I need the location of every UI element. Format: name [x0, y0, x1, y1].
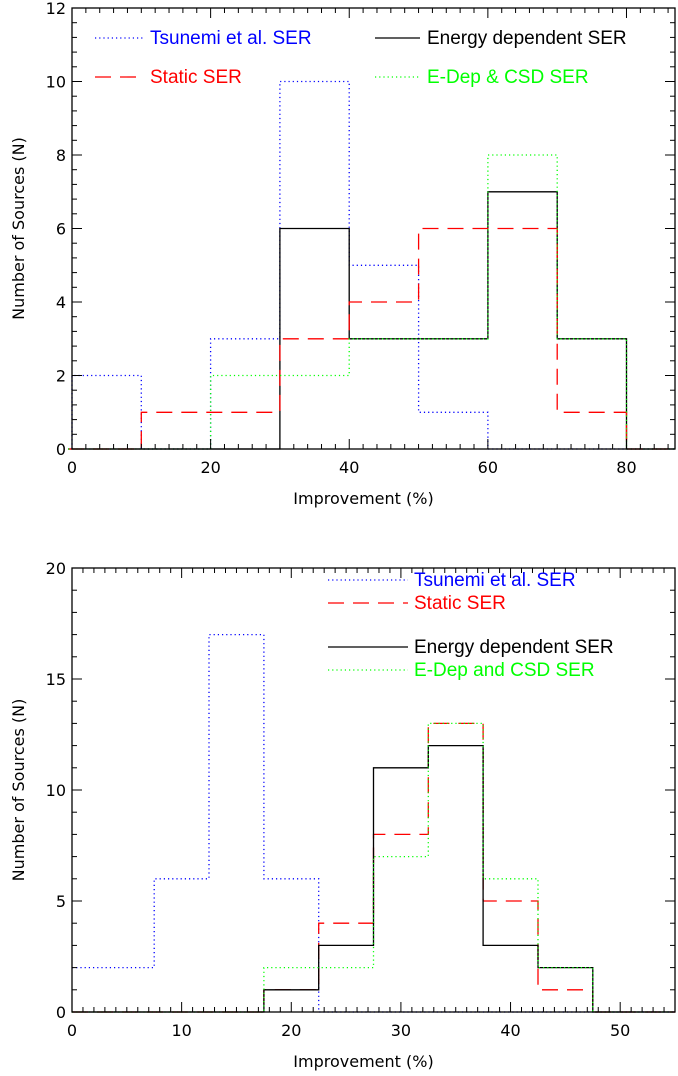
x-tick-label: 40 [339, 458, 359, 477]
chart-panel-2: 0 10 20 30 40 50 0 5 10 15 20 Improvement (%) Number… [9, 559, 676, 1071]
x-tick-label: 50 [610, 1021, 630, 1040]
x-tick-label: 20 [200, 458, 220, 477]
legend-label-1: Tsunemi et al. SER [414, 570, 576, 591]
y-tick-label: 2 [56, 367, 66, 386]
series-3-histogram [72, 744, 675, 1013]
y-tick-label: 12 [46, 0, 66, 18]
legend-label-3: Energy dependent SER [414, 637, 614, 658]
y-axis-label: Number of Sources (N) [9, 137, 28, 320]
y-tick-label: 20 [46, 559, 66, 578]
legend-label-4: E-Dep & CSD SER [427, 67, 589, 88]
x-tick-label: 0 [67, 458, 77, 477]
x-tick-label: 40 [500, 1021, 520, 1040]
legend-label-2: Energy dependent SER [427, 28, 627, 49]
y-tick-label: 4 [56, 293, 66, 312]
y-tick-label: 0 [56, 440, 66, 459]
y-tick-label: 5 [56, 892, 66, 911]
legend-label-4: E-Dep and CSD SER [414, 660, 595, 681]
y-tick-label: 8 [56, 146, 66, 165]
series-2-histogram [68, 191, 675, 450]
y-tick-label: 0 [56, 1003, 66, 1022]
series-1-histogram [72, 633, 675, 1013]
x-tick-label: 0 [67, 1021, 77, 1040]
series-1-histogram [68, 80, 675, 450]
x-tick-label: 20 [281, 1021, 301, 1040]
x-tick-label: 80 [616, 458, 636, 477]
legend-label-3: Static SER [150, 67, 242, 88]
x-axis-label: Improvement (%) [293, 489, 433, 508]
y-tick-label: 15 [46, 670, 66, 689]
legend-label-1: Tsunemi et al. SER [150, 28, 312, 49]
x-tick-label: 30 [391, 1021, 411, 1040]
x-tick-label: 10 [171, 1021, 191, 1040]
legend-label-2: Static SER [414, 593, 506, 614]
y-tick-label: 6 [56, 220, 66, 239]
legend: Tsunemi et al. SER Energy dependent SER St… [95, 28, 627, 88]
x-axis-label: Improvement (%) [293, 1052, 433, 1071]
y-tick-label: 10 [46, 781, 66, 800]
y-tick-label: 10 [46, 73, 66, 92]
series-4-histogram [72, 722, 675, 1013]
chart-panel-1: 0 20 40 60 80 0 2 4 6 8 10 12 Improvement (%) Number … [9, 0, 676, 508]
series-3-histogram [68, 227, 675, 450]
y-axis-label: Number of Sources (N) [9, 699, 28, 882]
x-tick-label: 60 [478, 458, 498, 477]
